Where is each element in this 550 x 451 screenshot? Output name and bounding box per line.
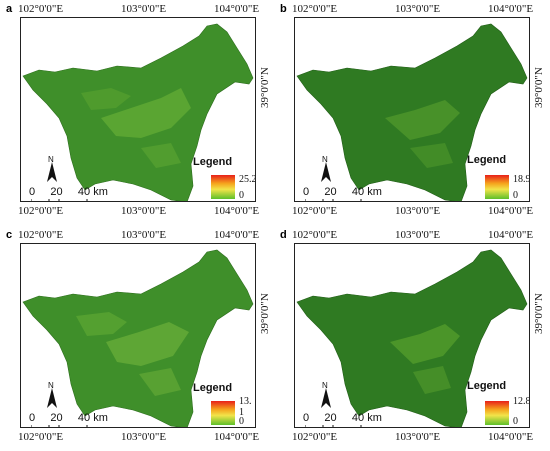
panel-label: d bbox=[280, 229, 287, 241]
scale-bar bbox=[31, 425, 88, 427]
lon-label-top-3: 104°0'0"E bbox=[214, 229, 260, 241]
lon-label-top-2: 103°0'0"E bbox=[121, 229, 167, 241]
legend-title: Legend bbox=[467, 154, 507, 166]
north-label: N bbox=[48, 155, 54, 164]
map-frame: Legend 12.8 0 N 0 20 40 km bbox=[294, 243, 530, 428]
map-region bbox=[296, 23, 528, 201]
scale-bar bbox=[305, 425, 362, 427]
north-arrow-icon bbox=[321, 162, 331, 182]
lon-label-top-2: 103°0'0"E bbox=[121, 3, 167, 15]
legend-title: Legend bbox=[467, 380, 507, 392]
map-region bbox=[296, 249, 528, 427]
scale-bar-label: 0 20 40 km bbox=[29, 186, 108, 198]
legend-min-value: 0 bbox=[513, 190, 518, 201]
legend-color-ramp bbox=[485, 175, 509, 199]
legend-color-ramp bbox=[485, 401, 509, 425]
legend-color-ramp bbox=[211, 401, 235, 425]
lon-label-top-3: 104°0'0"E bbox=[214, 3, 260, 15]
north-label: N bbox=[322, 381, 328, 390]
lon-label-bottom-1: 102°0'0"E bbox=[292, 205, 338, 217]
legend-min-value: 0 bbox=[239, 190, 244, 201]
legend-max-value: 12.8 bbox=[513, 396, 530, 407]
map-panel-d: d 102°0'0"E 103°0'0"E 104°0'0"E Legend 1… bbox=[278, 226, 548, 446]
map-frame: Legend 18.9 0 N 0 20 40 km bbox=[294, 17, 530, 202]
north-label: N bbox=[48, 381, 54, 390]
scale-bar-label: 0 20 40 km bbox=[303, 186, 382, 198]
lat-label-right: 39°0'0"N bbox=[533, 293, 545, 334]
legend-max-value: 18.9 bbox=[513, 174, 530, 185]
lon-label-top-1: 102°0'0"E bbox=[292, 229, 338, 241]
legend-max-value: 13. 1 bbox=[239, 396, 252, 418]
scale-bar bbox=[31, 199, 88, 201]
lon-label-top-3: 104°0'0"E bbox=[488, 3, 534, 15]
legend-min-value: 0 bbox=[239, 416, 244, 427]
scale-bar-label: 0 20 40 km bbox=[29, 412, 108, 424]
lat-label-right: 39°0'0"N bbox=[533, 67, 545, 108]
map-frame: Legend 13. 1 0 N 0 20 40 km bbox=[20, 243, 256, 428]
scale-bar bbox=[305, 199, 362, 201]
lon-label-top-2: 103°0'0"E bbox=[395, 229, 441, 241]
panel-label: b bbox=[280, 3, 287, 15]
lat-label-right: 39°0'0"N bbox=[259, 67, 271, 108]
lon-label-bottom-3: 104°0'0"E bbox=[488, 205, 534, 217]
lon-label-top-1: 102°0'0"E bbox=[18, 3, 64, 15]
north-label: N bbox=[322, 155, 328, 164]
lat-label-right: 39°0'0"N bbox=[259, 293, 271, 334]
legend-title: Legend bbox=[193, 156, 233, 168]
lon-label-top-3: 104°0'0"E bbox=[488, 229, 534, 241]
legend-title: Legend bbox=[193, 382, 233, 394]
map-region bbox=[22, 249, 254, 427]
map-panel-c: c 102°0'0"E 103°0'0"E 104°0'0"E Legend 1… bbox=[4, 226, 274, 446]
lon-label-bottom-1: 102°0'0"E bbox=[18, 205, 64, 217]
legend-max-value: 25.2 bbox=[239, 174, 256, 185]
north-arrow-icon bbox=[47, 388, 57, 408]
north-arrow-icon bbox=[47, 162, 57, 182]
lon-label-bottom-3: 104°0'0"E bbox=[214, 205, 260, 217]
lon-label-top-1: 102°0'0"E bbox=[18, 229, 64, 241]
map-frame: Legend 25.2 0 N 0 20 40 km bbox=[20, 17, 256, 202]
lon-label-bottom-2: 103°0'0"E bbox=[395, 431, 441, 443]
lon-label-bottom-1: 102°0'0"E bbox=[292, 431, 338, 443]
map-panel-b: b 102°0'0"E 103°0'0"E 104°0'0"E Legend 1… bbox=[278, 0, 548, 220]
north-arrow-icon bbox=[321, 388, 331, 408]
legend-color-ramp bbox=[211, 175, 235, 199]
lon-label-top-2: 103°0'0"E bbox=[395, 3, 441, 15]
lon-label-bottom-2: 103°0'0"E bbox=[395, 205, 441, 217]
lon-label-bottom-2: 103°0'0"E bbox=[121, 205, 167, 217]
scale-bar-label: 0 20 40 km bbox=[303, 412, 382, 424]
map-region bbox=[22, 23, 254, 201]
map-panel-a: a 102°0'0"E 103°0'0"E 104°0'0"E Legend 2… bbox=[4, 0, 274, 220]
lon-label-bottom-2: 103°0'0"E bbox=[121, 431, 167, 443]
panel-label: c bbox=[6, 229, 13, 241]
panel-label: a bbox=[6, 3, 13, 15]
lon-label-bottom-3: 104°0'0"E bbox=[488, 431, 534, 443]
lon-label-bottom-1: 102°0'0"E bbox=[18, 431, 64, 443]
lon-label-top-1: 102°0'0"E bbox=[292, 3, 338, 15]
legend-min-value: 0 bbox=[513, 416, 518, 427]
lon-label-bottom-3: 104°0'0"E bbox=[214, 431, 260, 443]
